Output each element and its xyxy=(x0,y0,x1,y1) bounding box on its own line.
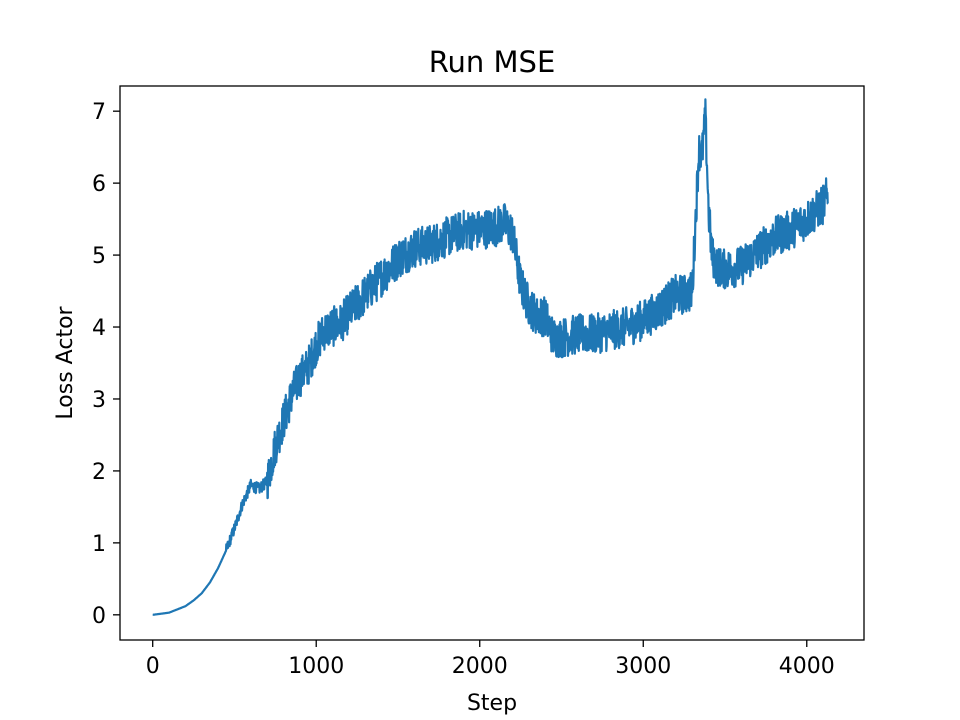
series-layer xyxy=(151,98,829,616)
chart-title: Run MSE xyxy=(429,45,556,79)
y-tick-label: 5 xyxy=(92,244,106,269)
ticks-layer: 0 1000 2000 3000 4000 0 1 2 3 4 5 6 7 xyxy=(92,100,835,679)
y-tick-label: 3 xyxy=(92,388,106,413)
y-tick-label: 7 xyxy=(92,100,106,125)
y-tick-label: 6 xyxy=(92,172,106,197)
x-axis-label: Step xyxy=(467,691,517,716)
series-line xyxy=(151,98,829,616)
y-tick-label: 0 xyxy=(92,604,106,629)
y-axis-label: Loss Actor xyxy=(53,305,78,419)
y-tick-label: 1 xyxy=(92,532,106,557)
y-tick-label: 2 xyxy=(92,460,106,485)
x-tick-label: 3000 xyxy=(615,654,671,679)
y-tick-label: 4 xyxy=(92,316,106,341)
x-tick-label: 2000 xyxy=(452,654,508,679)
x-tick-label: 1000 xyxy=(288,654,344,679)
x-tick-label: 4000 xyxy=(779,654,835,679)
x-tick-label: 0 xyxy=(146,654,160,679)
plot-frame xyxy=(119,85,865,641)
